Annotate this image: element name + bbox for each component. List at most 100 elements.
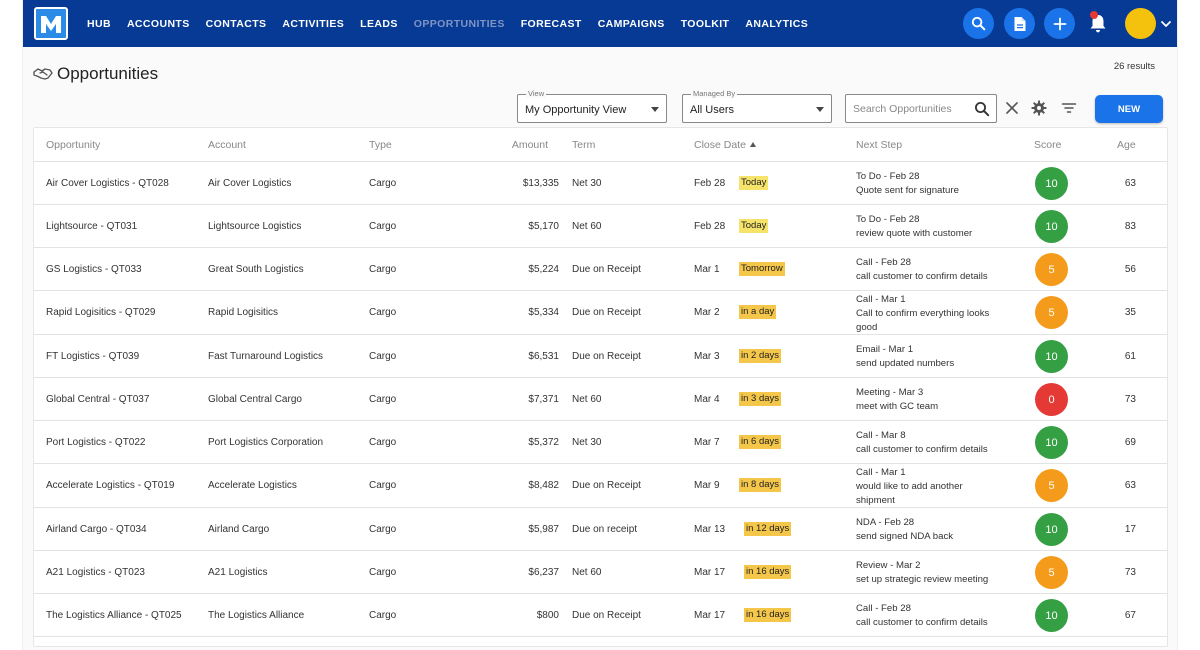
column-header-opportunity[interactable]: Opportunity (46, 139, 100, 151)
account-link[interactable]: Global Central Cargo (208, 394, 302, 405)
opportunity-link[interactable]: Lightsource - QT031 (46, 221, 138, 232)
next-step-detail: Quote sent for signature (856, 185, 959, 196)
new-opportunity-button[interactable]: NEW (1095, 95, 1163, 123)
nav-item-analytics[interactable]: ANALYTICS (745, 17, 809, 30)
search-submit-button[interactable] (974, 101, 990, 117)
opportunity-link[interactable]: Airland Cargo - QT034 (46, 524, 147, 535)
table-row[interactable]: Accelerate Logistics - QT019 Accelerate L… (34, 464, 1167, 508)
clear-search-button[interactable] (1004, 100, 1020, 116)
account-link[interactable]: Air Cover Logistics (208, 178, 292, 189)
results-count: 26 results (1113, 61, 1155, 72)
quick-add-button[interactable] (1044, 8, 1075, 39)
search-icon (975, 102, 990, 117)
next-step-title: Call - Mar 8 (856, 430, 906, 441)
opportunity-link[interactable]: The Logistics Alliance - QT025 (46, 610, 182, 621)
document-icon (1014, 16, 1025, 31)
table-row[interactable]: Airland Cargo - QT034 Airland Cargo Cargo $… (34, 508, 1167, 551)
close-date-cell: Mar 1 (694, 264, 720, 275)
column-header-type[interactable]: Type (369, 139, 392, 151)
caret-down-icon (816, 107, 824, 112)
column-header-close-date[interactable]: Close Date (694, 139, 756, 151)
opportunity-link[interactable]: FT Logistics - QT039 (46, 351, 140, 362)
table-row[interactable]: Global Central - QT037 Global Central Car… (34, 378, 1167, 421)
nav-item-contacts[interactable]: CONTACTS (205, 17, 267, 30)
column-header-amount[interactable]: Amount (512, 139, 548, 151)
amount-cell: $5,170 (528, 221, 559, 232)
user-avatar[interactable] (1125, 8, 1156, 39)
term-cell: Due on receipt (572, 524, 638, 535)
view-select-label: View (526, 89, 547, 98)
next-step-title: Meeting - Mar 3 (856, 387, 924, 398)
amount-cell: $7,371 (528, 394, 559, 405)
next-step-detail: set up strategic review meeting (856, 574, 989, 585)
nav-item-opportunities[interactable]: OPPORTUNITIES (413, 17, 505, 30)
table-row[interactable]: The Logistics Alliance - QT025 The Logist… (34, 594, 1167, 637)
view-select[interactable]: View My Opportunity View (517, 89, 667, 123)
opportunity-link[interactable]: Global Central - QT037 (46, 394, 150, 405)
account-link[interactable]: The Logistics Alliance (208, 610, 305, 621)
table-row[interactable]: A21 Logistics - QT023 A21 Logistics Cargo $… (34, 551, 1167, 594)
app-frame: HUB ACCOUNTS CONTACTS ACTIVITIES LEADS OPPORT… (22, 0, 1178, 650)
nav-item-activities[interactable]: ACTIVITIES (282, 17, 345, 30)
table-row[interactable]: Lightsource - QT031 Lightsource Logistics… (34, 205, 1167, 248)
opportunity-link[interactable]: A21 Logistics - QT023 (46, 567, 145, 578)
account-link[interactable]: Fast Turnaround Logistics (208, 351, 324, 362)
opportunity-link[interactable]: GS Logistics - QT033 (46, 264, 142, 275)
due-badge: in 12 days (744, 522, 792, 536)
due-badge: in 16 days (744, 565, 792, 579)
type-cell: Cargo (369, 264, 397, 275)
column-header-account[interactable]: Account (208, 139, 246, 151)
opportunity-link[interactable]: Accelerate Logistics - QT019 (46, 480, 175, 491)
documents-button[interactable] (1004, 8, 1035, 39)
amount-cell: $800 (536, 610, 559, 621)
column-header-label: Close Date (694, 139, 746, 151)
account-link[interactable]: Airland Cargo (208, 524, 270, 535)
account-link[interactable]: Great South Logistics (208, 264, 304, 275)
table-row[interactable]: Port Logistics - QT022 Port Logistics Cor… (34, 421, 1167, 464)
search-input[interactable] (853, 101, 968, 117)
nav-item-campaigns[interactable]: CAMPAIGNS (597, 17, 665, 30)
account-link[interactable]: Rapid Logisitics (208, 307, 279, 318)
next-step-detail: shipment (856, 495, 895, 506)
account-link[interactable]: A21 Logistics (208, 567, 268, 578)
nav-item-leads[interactable]: LEADS (360, 17, 398, 30)
global-search-button[interactable] (963, 8, 994, 39)
next-step-detail: call customer to confirm details (856, 271, 988, 282)
column-header-score[interactable]: Score (1034, 139, 1061, 151)
type-cell: Cargo (369, 524, 397, 535)
settings-button[interactable] (1031, 100, 1047, 116)
nav-item-toolkit[interactable]: TOOLKIT (680, 17, 730, 30)
account-link[interactable]: Port Logistics Corporation (208, 437, 324, 448)
app-logo[interactable] (34, 7, 68, 40)
column-header-next-step[interactable]: Next Step (856, 139, 902, 151)
table-header: Opportunity Account Type Amount Term Close Da… (34, 128, 1167, 162)
amount-cell: $5,224 (528, 264, 559, 275)
filter-button[interactable] (1061, 100, 1077, 116)
column-header-label: Next Step (856, 139, 903, 151)
account-link[interactable]: Accelerate Logistics (208, 480, 297, 491)
column-header-age[interactable]: Age (1117, 139, 1136, 151)
score-badge: 10 (1035, 426, 1068, 459)
amount-cell: $5,987 (528, 524, 559, 535)
table-row[interactable]: FT Logistics - QT039 Fast Turnaround Logi… (34, 335, 1167, 378)
opportunity-link[interactable]: Air Cover Logistics - QT028 (46, 178, 169, 189)
nav-item-hub[interactable]: HUB (87, 17, 111, 30)
account-menu-toggle[interactable] (1160, 17, 1172, 29)
page-title: Opportunities (57, 64, 159, 83)
nav-item-accounts[interactable]: ACCOUNTS (126, 17, 190, 30)
column-header-term[interactable]: Term (572, 139, 595, 151)
column-header-label: Term (572, 139, 596, 151)
age-cell: 83 (1124, 221, 1136, 232)
account-link[interactable]: Lightsource Logistics (208, 221, 302, 232)
view-select-value: My Opportunity View (525, 104, 627, 116)
next-step-detail: call customer to confirm details (856, 617, 988, 628)
table-row[interactable]: GS Logistics - QT033 Great South Logistic… (34, 248, 1167, 291)
term-cell: Net 60 (572, 567, 602, 578)
nav-item-forecast[interactable]: FORECAST (520, 17, 582, 30)
opportunity-link[interactable]: Rapid Logisitics - QT029 (46, 307, 156, 318)
table-row[interactable]: Air Cover Logistics - QT028 Air Cover Log… (34, 162, 1167, 205)
opportunity-link[interactable]: Port Logistics - QT022 (46, 437, 146, 448)
managed-by-select[interactable]: Managed By All Users (682, 89, 832, 123)
table-row[interactable]: Rapid Logisitics - QT029 Rapid Logisitics… (34, 291, 1167, 335)
due-badge: in 2 days (739, 349, 782, 363)
